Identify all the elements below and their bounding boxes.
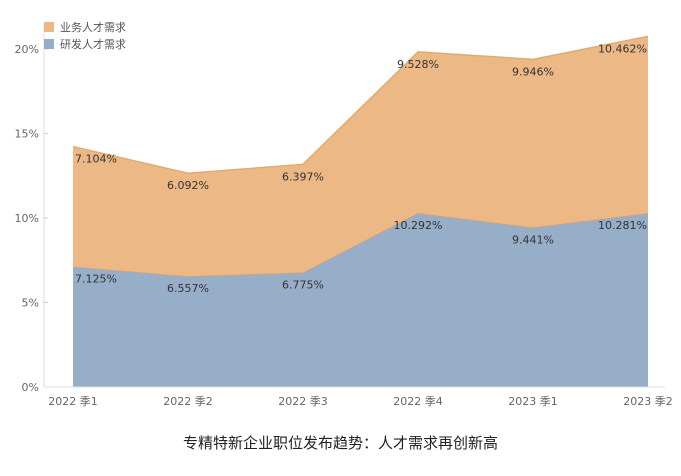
legend-label: 业务人才需求 bbox=[60, 20, 126, 34]
legend-swatch bbox=[44, 39, 54, 49]
x-tick-label: 2022 季4 bbox=[393, 395, 443, 408]
chart-caption: 专精特新企业职位发布趋势：人才需求再创新高 bbox=[182, 434, 498, 452]
data-label: 10.462% bbox=[598, 42, 647, 55]
x-tick-label: 2023 季1 bbox=[508, 395, 558, 408]
area-edge-1 bbox=[72, 35, 649, 174]
data-label: 7.125% bbox=[75, 273, 117, 286]
y-tick-label: 0% bbox=[22, 381, 39, 394]
data-label: 9.946% bbox=[512, 65, 554, 78]
area-series-1 bbox=[73, 36, 648, 277]
legend-swatch bbox=[44, 22, 54, 32]
x-tick-label: 2023 季2 bbox=[623, 395, 673, 408]
area-series-0 bbox=[73, 213, 648, 387]
x-tick-label: 2022 季2 bbox=[163, 395, 213, 408]
y-tick-label: 10% bbox=[15, 212, 39, 225]
data-label: 6.092% bbox=[167, 179, 209, 192]
x-tick-label: 2022 季1 bbox=[48, 395, 98, 408]
area-layer bbox=[72, 35, 649, 387]
data-label: 10.292% bbox=[394, 219, 443, 232]
y-tick-label: 5% bbox=[22, 296, 39, 309]
data-label: 9.441% bbox=[512, 233, 554, 246]
x-tick-label: 2022 季3 bbox=[278, 395, 328, 408]
y-tick-label: 15% bbox=[15, 127, 39, 140]
data-label: 6.775% bbox=[282, 278, 324, 291]
data-label: 6.557% bbox=[167, 282, 209, 295]
stacked-area-chart: 0%5%10%15%20% 2022 季1 2022 季2 2022 季3 2022 … bbox=[15, 20, 673, 408]
data-label: 9.528% bbox=[397, 58, 439, 71]
data-label: 10.281% bbox=[598, 219, 647, 232]
data-label: 6.397% bbox=[282, 170, 324, 183]
y-axis: 0% 5% 10% 15% 20% bbox=[15, 24, 48, 394]
legend-label: 研发人才需求 bbox=[60, 37, 126, 51]
data-labels: 7.125% 6.557% 6.775% 10.292% 9.441% 10.281% 7.… bbox=[75, 42, 647, 295]
x-axis: 2022 季1 2022 季2 2022 季3 2022 季4 2023 季1 2023 … bbox=[44, 386, 673, 408]
data-label: 7.104% bbox=[75, 152, 117, 165]
y-tick-label: 20% bbox=[15, 43, 39, 56]
